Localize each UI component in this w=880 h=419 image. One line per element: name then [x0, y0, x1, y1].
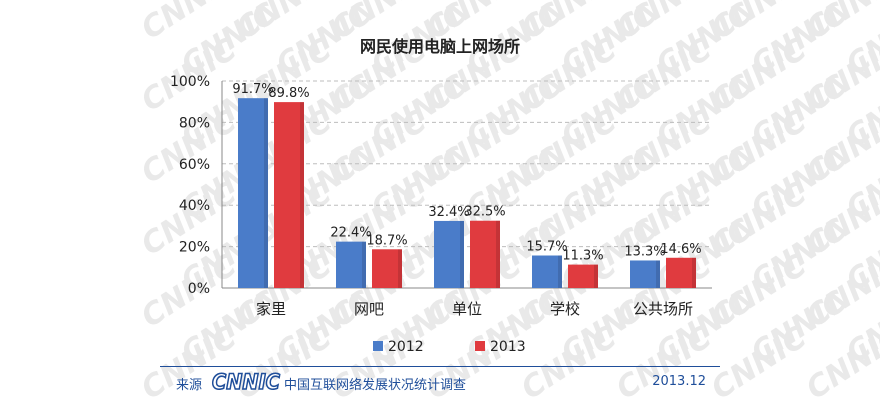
- footer-source-label: 来源: [176, 378, 203, 393]
- bar-2012-2: [336, 241, 366, 288]
- data-label: 18.7%: [366, 233, 407, 248]
- legend-swatch-2012: [373, 341, 383, 351]
- footer: 来源 CNNIC 中国互联网络发展状况统计调查 2013.12: [160, 366, 720, 398]
- data-label: 32.4%: [428, 205, 469, 220]
- cnnic-logo: CNNIC: [211, 369, 281, 394]
- bar-2013-1: [274, 102, 304, 288]
- bar-2013-2: [372, 249, 402, 288]
- legend: 2012 2013: [373, 339, 526, 355]
- data-labels: 91.7%89.8% 22.4%18.7% 32.4%32.5% 15.7%11.3%…: [232, 82, 701, 263]
- data-label: 11.3%: [562, 249, 603, 264]
- legend-swatch-2013: [475, 341, 485, 351]
- bar-2012-1: [238, 98, 268, 288]
- bar-2012-4: [532, 255, 562, 288]
- footer-date: 2013.12: [652, 374, 706, 389]
- y-tick-label: 40%: [179, 198, 210, 214]
- x-tick-label: 学校: [550, 300, 580, 318]
- legend-label: 2013: [490, 339, 526, 355]
- x-tick-label: 家里: [256, 300, 286, 318]
- bar-2013-5: [666, 257, 696, 288]
- bar-2012-3: [434, 220, 464, 288]
- x-tick-label: 单位: [452, 300, 482, 318]
- y-tick-label: 80%: [179, 115, 210, 131]
- y-tick-label: 100%: [170, 74, 210, 90]
- footer-report-name: 中国互联网络发展状况统计调查: [284, 378, 467, 393]
- bar-shade: [496, 220, 500, 288]
- data-label: 22.4%: [330, 226, 371, 241]
- y-tick-label: 60%: [179, 157, 210, 173]
- bar-shade: [558, 255, 562, 288]
- bar-2013-4: [568, 264, 598, 288]
- chart-title: 网民使用电脑上网场所: [360, 37, 520, 56]
- footer-divider: [160, 366, 720, 367]
- cnnic-logo-text: CNNIC: [212, 370, 281, 394]
- bar-2013-3: [470, 220, 500, 288]
- bar-2012-5: [630, 260, 660, 288]
- y-tick-label: 0%: [188, 281, 210, 297]
- x-tick-label: 公共场所: [633, 300, 693, 318]
- bars: [238, 98, 696, 288]
- bar-shade: [300, 102, 304, 288]
- x-axis-ticks: 家里 网吧 单位 学校 公共场所: [256, 300, 693, 318]
- bar-shade: [362, 241, 366, 288]
- legend-label: 2012: [388, 339, 424, 355]
- y-axis-ticks: 0% 20% 40% 60% 80% 100%: [170, 74, 210, 297]
- data-label: 91.7%: [232, 82, 273, 97]
- data-label: 32.5%: [464, 205, 505, 220]
- data-label: 14.6%: [660, 242, 701, 257]
- data-label: 13.3%: [624, 244, 665, 259]
- bar-shade: [594, 264, 598, 288]
- bar-shade: [398, 249, 402, 288]
- x-tick-label: 网吧: [354, 300, 384, 318]
- data-label: 15.7%: [526, 240, 567, 255]
- bar-shade: [656, 260, 660, 288]
- bar-shade: [264, 98, 268, 288]
- data-label: 89.8%: [268, 86, 309, 101]
- bar-shade: [460, 220, 464, 288]
- bar-shade: [692, 257, 696, 288]
- y-tick-label: 20%: [179, 240, 210, 256]
